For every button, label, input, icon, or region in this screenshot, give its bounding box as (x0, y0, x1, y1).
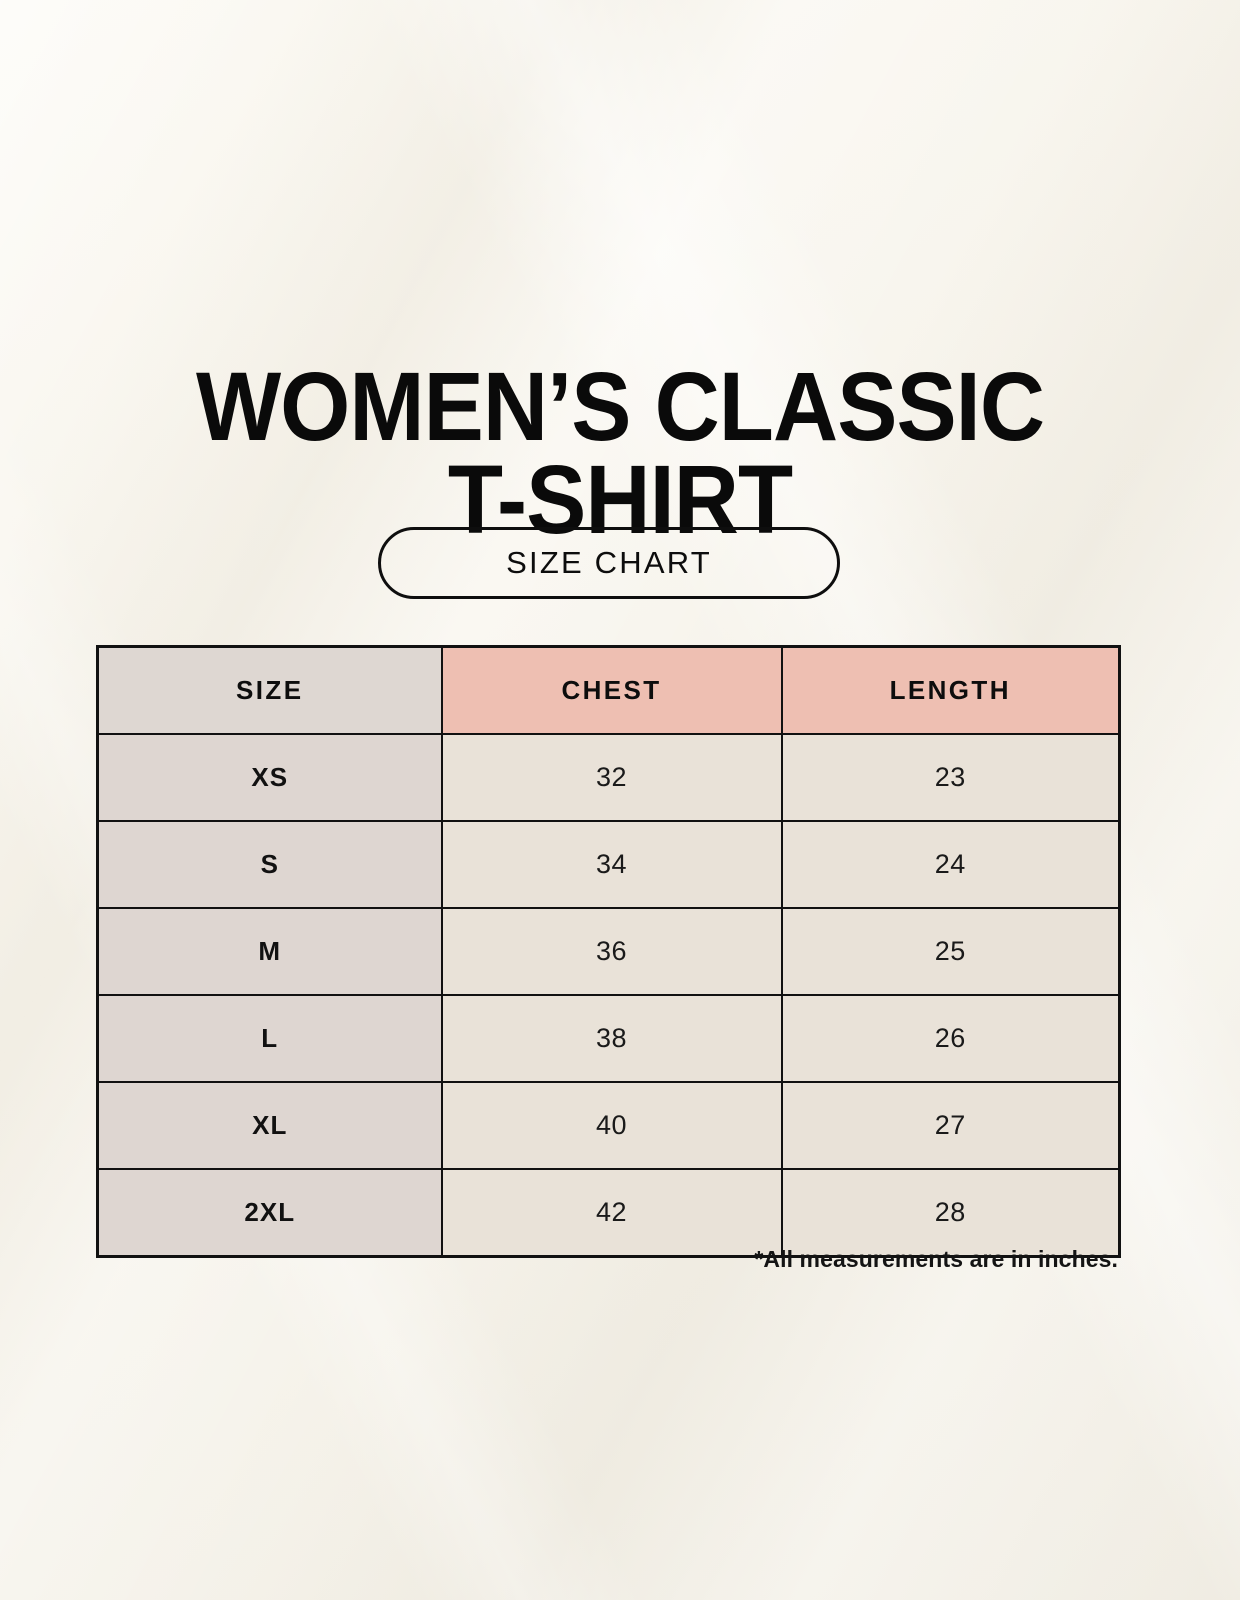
size-chart-badge: SIZE CHART (378, 527, 840, 599)
cell-chest-2xl: 42 (440, 1168, 783, 1258)
cell-length-xs: 23 (780, 733, 1121, 822)
size-table-body: XS 32 23 S 34 24 M 36 25 L 38 26 (96, 733, 1121, 1258)
table-row: M 36 25 (96, 907, 1121, 996)
cell-chest-xs: 32 (440, 733, 783, 822)
cell-length-l: 26 (780, 994, 1121, 1083)
cell-length-2xl: 28 (780, 1168, 1121, 1258)
table-row: XL 40 27 (96, 1081, 1121, 1170)
cell-chest-xl: 40 (440, 1081, 783, 1170)
cell-size-2xl: 2XL (96, 1168, 443, 1258)
cell-size-l: L (96, 994, 443, 1083)
cell-length-s: 24 (780, 820, 1121, 909)
table-row: 2XL 42 28 (96, 1168, 1121, 1258)
cell-chest-l: 38 (440, 994, 783, 1083)
cell-size-xl: XL (96, 1081, 443, 1170)
page-title-line-1: WOMEN’S CLASSIC (195, 351, 1045, 461)
size-table-container: SIZE CHEST LENGTH XS 32 23 S 34 24 M (96, 645, 1121, 1258)
measurements-footnote: *All measurements are in inches. (754, 1246, 1118, 1272)
cell-chest-m: 36 (440, 907, 783, 996)
table-row: L 38 26 (96, 994, 1121, 1083)
table-row: XS 32 23 (96, 733, 1121, 822)
cell-length-xl: 27 (780, 1081, 1121, 1170)
size-chart-badge-label: SIZE CHART (506, 545, 712, 580)
column-header-chest: CHEST (440, 645, 783, 735)
cell-size-m: M (96, 907, 443, 996)
size-table-head: SIZE CHEST LENGTH (96, 645, 1121, 735)
column-header-size: SIZE (96, 645, 443, 735)
column-header-length: LENGTH (780, 645, 1121, 735)
cell-size-xs: XS (96, 733, 443, 822)
table-header-row: SIZE CHEST LENGTH (96, 645, 1121, 735)
page-title-line-2: T-SHIRT (447, 445, 793, 555)
table-row: S 34 24 (96, 820, 1121, 909)
cell-chest-s: 34 (440, 820, 783, 909)
size-table: SIZE CHEST LENGTH XS 32 23 S 34 24 M (96, 645, 1121, 1258)
page-title: WOMEN’S CLASSIC T-SHIRT (43, 351, 1196, 555)
cell-size-s: S (96, 820, 443, 909)
cell-length-m: 25 (780, 907, 1121, 996)
